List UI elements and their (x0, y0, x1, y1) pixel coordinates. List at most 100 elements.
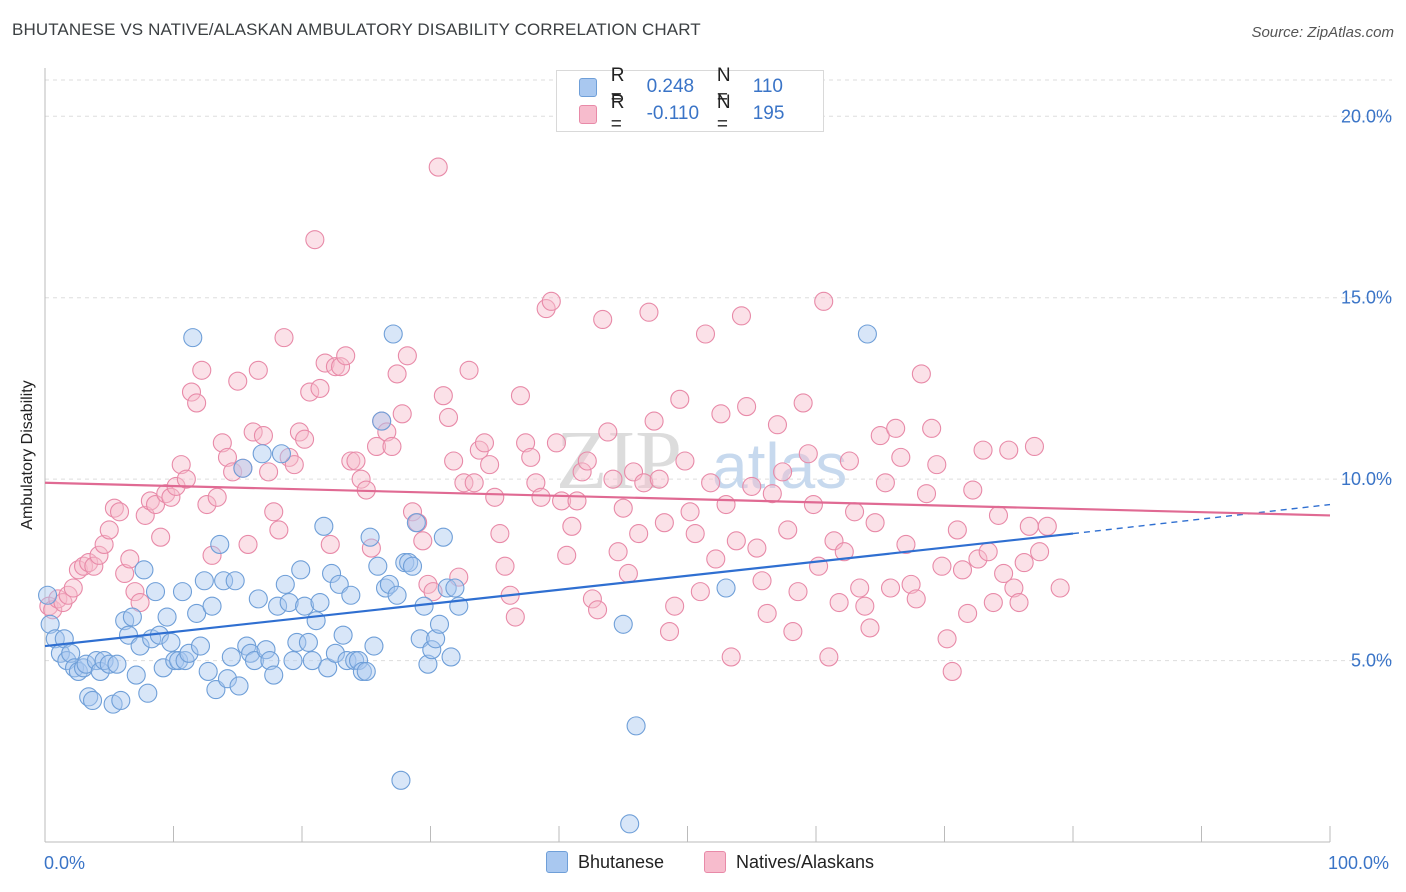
bhutanese-point (214, 571, 234, 591)
natives-point (444, 451, 464, 471)
natives-point (99, 520, 119, 540)
y-tick-label: 20.0% (1341, 106, 1392, 126)
natives-point (680, 502, 700, 522)
natives-point (259, 462, 279, 482)
natives-point (151, 527, 171, 547)
bhutanese-point (145, 582, 166, 602)
bhutanese-point (402, 556, 423, 576)
bhutanese-point (429, 614, 450, 634)
legend-r-value: 0.248 (646, 76, 695, 97)
bhutanese-point (172, 582, 193, 602)
bhutanese-point (248, 589, 268, 609)
natives-point (767, 415, 788, 435)
bhutanese-point (399, 553, 419, 573)
bhutanese-point (287, 632, 307, 652)
bhutanese-point (387, 585, 407, 605)
natives-point (516, 433, 536, 453)
bhutanese-point (187, 603, 207, 623)
natives-point (223, 462, 243, 482)
legend-swatch-bhutanese (579, 77, 597, 97)
natives-point (999, 440, 1019, 460)
natives-point (1014, 553, 1034, 573)
natives-point (330, 357, 351, 377)
bottom-legend-swatch-natives (704, 851, 726, 873)
natives-point (731, 306, 752, 326)
bhutanese-point (198, 661, 218, 682)
natives-point (906, 589, 926, 609)
natives-point (788, 582, 808, 602)
natives-point (608, 542, 628, 562)
bhutanese-point (626, 716, 646, 736)
bhutanese-point (306, 611, 326, 631)
natives-point (973, 440, 993, 460)
source-label: Source: ZipAtlas.com (1251, 24, 1394, 41)
natives-point (505, 607, 525, 627)
bhutanese-point (68, 661, 88, 682)
bhutanese-point (437, 578, 457, 598)
natives-point (510, 386, 531, 406)
natives-point (562, 516, 582, 536)
natives-point (161, 487, 181, 507)
natives-point (300, 382, 320, 402)
natives-point (269, 520, 289, 540)
bhutanese-point (190, 636, 211, 656)
natives-point (433, 386, 453, 406)
bhutanese-point (183, 328, 203, 348)
natives-point (94, 534, 114, 555)
legend-row-bhutanese: R = 0.248 N = 110 (579, 65, 823, 108)
natives-point (916, 484, 937, 504)
legend-n-label: N = (716, 65, 731, 108)
bhutanese-point (256, 640, 276, 660)
natives-point (659, 621, 680, 642)
natives-point (341, 451, 361, 471)
natives-point (603, 469, 623, 489)
natives-point (577, 451, 597, 471)
natives-point (593, 309, 613, 330)
natives-point (798, 444, 818, 464)
bhutanese-point (134, 560, 154, 580)
axes (44, 68, 1331, 843)
bhutanese-point (179, 643, 199, 663)
bhutanese-point (138, 683, 158, 703)
natives-point (284, 455, 304, 475)
natives-point (320, 534, 340, 555)
natives-point (366, 436, 387, 457)
series-bhutanese-points (38, 324, 877, 834)
natives-point (104, 498, 124, 518)
natives-point (238, 534, 258, 555)
natives-point (1009, 592, 1029, 613)
natives-point (1037, 516, 1057, 536)
natives-point (896, 534, 916, 555)
bhutanese-point (233, 458, 253, 478)
natives-point (855, 596, 875, 616)
natives-point (480, 455, 500, 475)
bhutanese-point (157, 607, 177, 627)
natives-point (310, 378, 330, 398)
y-tick-labels: 5.0% 10.0% 15.0% 20.0% (1341, 106, 1392, 670)
natives-point (839, 451, 859, 471)
natives-point (742, 476, 762, 496)
bhutanese-point (418, 654, 438, 674)
natives-point (428, 157, 448, 177)
bhutanese-point (82, 690, 103, 711)
natives-point (397, 346, 417, 366)
natives-point (778, 520, 798, 540)
bhutanese-point (322, 563, 342, 584)
natives-point (886, 418, 906, 438)
natives-point (541, 291, 561, 311)
natives-point (922, 418, 942, 438)
x-max-label: 100.0% (1328, 853, 1390, 873)
natives-point (202, 545, 222, 565)
chart-title: BHUTANESE VS NATIVE/ALASKAN AMBULATORY D… (12, 20, 701, 39)
legend-n-value: 195 (752, 103, 785, 124)
natives-point (860, 618, 880, 638)
bhutanese-point (314, 516, 334, 536)
natives-point (346, 451, 366, 471)
natives-point (582, 589, 602, 609)
natives-point (994, 563, 1014, 584)
natives-point (891, 447, 911, 467)
natives-point (1050, 578, 1070, 598)
natives-point (716, 494, 736, 515)
natives-point (829, 592, 849, 613)
